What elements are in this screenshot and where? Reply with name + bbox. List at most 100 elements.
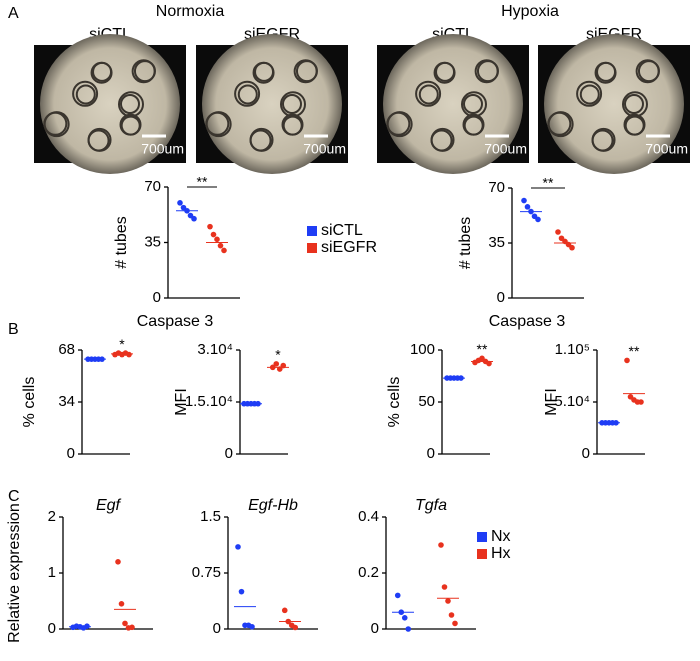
tube-network (547, 111, 572, 136)
tube-network (254, 61, 275, 82)
panel-label: A (8, 5, 19, 22)
y-axis-label: Relative expression (6, 503, 23, 643)
legend-label: siEGFR (321, 239, 377, 256)
data-point (191, 215, 197, 222)
data-point (249, 623, 255, 630)
data-point (521, 197, 527, 204)
data-point (445, 598, 451, 604)
y-tick-label: 0.75 (192, 564, 221, 581)
legend-label: siCTL (321, 222, 363, 239)
data-point (214, 236, 220, 243)
scale-label: 700um (645, 141, 688, 157)
tube-network (624, 115, 645, 136)
data-point (84, 623, 90, 629)
y-tick-label: 0 (48, 620, 56, 637)
data-point (405, 626, 412, 632)
y-tick-label: 0 (497, 289, 505, 306)
tube-network (386, 111, 411, 136)
data-point (452, 620, 458, 627)
y-tick-label: 1.5.10⁴ (185, 393, 233, 410)
data-point (486, 360, 492, 367)
y-tick-label: 3.10⁴ (197, 341, 233, 358)
data-point (273, 361, 280, 367)
condition-heading: Normoxia (156, 3, 225, 20)
data-point (235, 544, 241, 550)
y-tick-label: 0 (225, 445, 233, 462)
dish (544, 34, 684, 174)
scale-label: 700um (141, 141, 184, 157)
legend-label: Hx (491, 545, 511, 562)
tube-network (637, 60, 660, 83)
data-point (126, 351, 132, 358)
y-tick-label: 1.5 (200, 508, 221, 525)
data-point (401, 615, 408, 621)
data-point (281, 607, 288, 614)
data-point (624, 357, 630, 364)
data-point (217, 242, 224, 249)
y-tick-label: 1.10⁵ (555, 341, 590, 358)
significance: * (275, 347, 281, 363)
tube-network (596, 61, 617, 82)
tube-network (282, 94, 302, 114)
chart-title: Egf (96, 497, 122, 514)
y-tick-label: 2 (48, 508, 56, 525)
significance: * (119, 336, 125, 352)
scale-label: 700um (484, 141, 527, 157)
tube-network (415, 80, 442, 107)
tube-network (133, 60, 156, 83)
y-axis-label: MFI (543, 388, 560, 416)
panel-subtitle: Caspase 3 (137, 313, 214, 330)
tube-network (463, 94, 483, 114)
legend-swatch (477, 532, 487, 542)
y-tick-label: 5.10⁴ (554, 393, 590, 410)
data-point (438, 542, 444, 548)
tube-network (624, 94, 644, 114)
tube-network (234, 80, 261, 107)
data-point (524, 204, 531, 210)
data-point (555, 229, 561, 235)
data-point (569, 244, 575, 251)
y-tick-label: 35 (144, 233, 161, 250)
tube-network (72, 80, 99, 107)
y-tick-label: 0 (153, 289, 161, 306)
y-tick-label: 70 (488, 179, 505, 196)
y-axis-label: # tubes (457, 217, 474, 269)
y-axis-label: # tubes (113, 216, 130, 268)
tube-network (237, 84, 258, 105)
data-point (177, 200, 183, 206)
y-tick-label: 0 (427, 445, 435, 462)
significance: ** (477, 341, 488, 357)
condition-heading: Hypoxia (501, 3, 559, 20)
y-tick-label: 0 (371, 620, 379, 637)
data-point (210, 231, 217, 238)
tube-network (430, 129, 453, 152)
data-point (394, 592, 401, 599)
significance: ** (629, 343, 640, 359)
y-tick-label: 100 (410, 341, 435, 358)
significance: ** (543, 175, 554, 191)
tube-network (249, 129, 272, 152)
tube-network (43, 111, 68, 136)
tube-network (579, 84, 600, 105)
tube-network (463, 115, 484, 136)
significance: ** (197, 174, 208, 190)
data-point (535, 216, 541, 223)
tube-network (576, 80, 603, 107)
tube-network (120, 94, 140, 114)
dish (383, 34, 523, 174)
panel-subtitle: Caspase 3 (489, 313, 566, 330)
tube-network (435, 61, 456, 82)
y-tick-label: 0 (213, 620, 221, 637)
y-tick-label: 1 (48, 564, 56, 581)
data-point (238, 588, 245, 595)
data-point (292, 624, 299, 631)
dish (40, 34, 180, 174)
data-point (129, 624, 135, 631)
y-tick-label: 0.4 (358, 508, 379, 525)
y-tick-label: 34 (58, 393, 75, 410)
chart-title: Egf-Hb (248, 497, 298, 514)
tube-network (591, 129, 614, 152)
data-point (207, 223, 213, 230)
y-tick-label: 35 (488, 234, 505, 251)
y-axis-label: % cells (21, 377, 38, 428)
